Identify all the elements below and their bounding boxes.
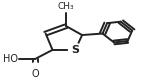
Text: S: S: [71, 45, 79, 55]
Text: CH₃: CH₃: [58, 2, 75, 11]
Text: HO: HO: [3, 54, 18, 64]
Text: O: O: [32, 69, 39, 79]
